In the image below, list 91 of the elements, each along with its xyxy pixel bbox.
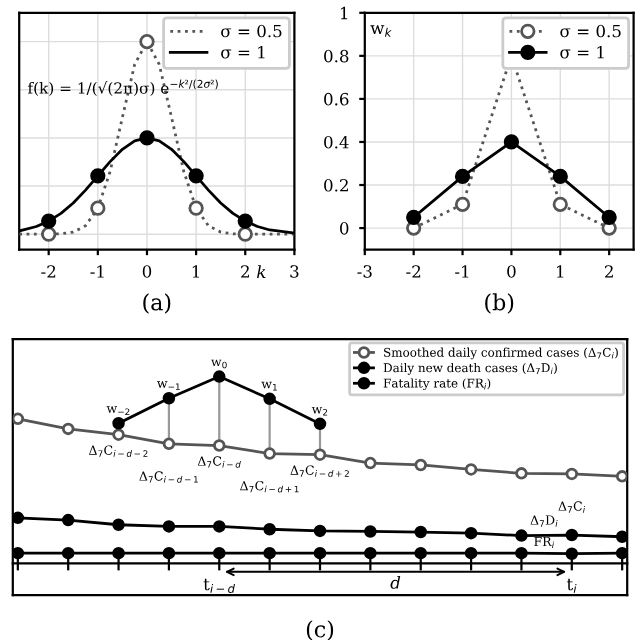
point — [364, 456, 377, 470]
point — [464, 526, 478, 540]
point — [406, 209, 422, 225]
y-axis-title: w$_{k}$ — [370, 25, 392, 37]
x-tick-label: -2 — [41, 265, 56, 278]
point — [263, 447, 276, 460]
point — [162, 437, 176, 451]
point — [188, 200, 204, 216]
point — [454, 196, 471, 213]
legend-label: σ = 1 — [221, 45, 265, 59]
legend-label: σ = 0.5 — [560, 24, 621, 38]
point — [112, 428, 125, 441]
point — [313, 448, 327, 461]
point — [313, 417, 327, 431]
point — [263, 546, 276, 560]
y-tick-label: 0.4 — [324, 135, 349, 149]
point — [237, 213, 253, 229]
y-tick-label: 0.6 — [324, 92, 349, 106]
x-tick-label: 0 — [507, 265, 516, 278]
point — [263, 392, 276, 406]
point — [213, 370, 226, 383]
text: (a) — [143, 293, 171, 314]
point — [565, 547, 579, 560]
point — [263, 522, 276, 536]
point — [41, 213, 57, 229]
point — [615, 470, 628, 483]
point — [552, 168, 568, 185]
point — [515, 546, 528, 560]
point — [90, 200, 106, 216]
point — [615, 530, 628, 543]
point — [139, 34, 155, 50]
point — [112, 546, 125, 560]
point — [414, 546, 427, 560]
x-tick-label: -2 — [406, 265, 421, 278]
point — [414, 458, 427, 472]
y-tick-label: 1 — [340, 6, 348, 20]
point — [213, 439, 226, 452]
x-tick-label: t$_{i−d}$ — [203, 578, 235, 593]
point — [313, 524, 327, 538]
point — [601, 209, 617, 225]
point — [515, 529, 528, 542]
point — [12, 511, 25, 525]
point — [112, 417, 125, 430]
x-tick-label: -1 — [90, 265, 104, 278]
point — [61, 422, 75, 436]
y-tick-label: 0.8 — [324, 49, 349, 63]
point — [313, 546, 327, 560]
x-tick-label: 2 — [241, 265, 249, 278]
x-axis-title: k — [257, 265, 266, 278]
text: (c) — [306, 620, 334, 640]
legend-label: σ = 1 — [560, 45, 604, 59]
point — [237, 226, 253, 242]
x-tick-label: 3 — [290, 265, 299, 278]
x-tick-label: t$_{i}$ — [566, 578, 577, 593]
point — [162, 546, 176, 560]
text: (b) — [485, 293, 514, 314]
point — [552, 196, 568, 213]
point — [464, 463, 478, 476]
point — [188, 168, 204, 184]
point — [364, 546, 377, 560]
point — [162, 520, 176, 533]
point — [503, 134, 520, 150]
point — [12, 546, 25, 560]
point — [41, 226, 57, 242]
point — [61, 546, 75, 560]
point — [464, 546, 478, 560]
x-tick-label: -3 — [357, 265, 372, 278]
x-tick-label: 1 — [557, 265, 564, 278]
point — [213, 520, 226, 533]
point — [162, 392, 176, 405]
point — [515, 467, 528, 480]
point — [61, 513, 75, 527]
x-tick-label: 1 — [192, 265, 200, 278]
point — [565, 467, 579, 481]
y-tick-label: 0.2 — [324, 178, 348, 192]
x-tick-label: 0 — [142, 265, 152, 278]
point — [364, 525, 377, 538]
point — [615, 546, 628, 560]
point — [112, 518, 125, 531]
text: d — [390, 575, 401, 589]
x-tick-label: 2 — [604, 265, 613, 278]
x-tick-label: -1 — [455, 265, 469, 278]
point — [565, 528, 579, 542]
point — [213, 546, 226, 560]
y-tick-label: 0 — [340, 222, 349, 235]
point — [454, 168, 471, 185]
point — [90, 168, 106, 184]
point — [12, 412, 25, 426]
legend-label: σ = 0.5 — [221, 24, 282, 38]
point — [414, 525, 427, 539]
point — [139, 130, 155, 146]
